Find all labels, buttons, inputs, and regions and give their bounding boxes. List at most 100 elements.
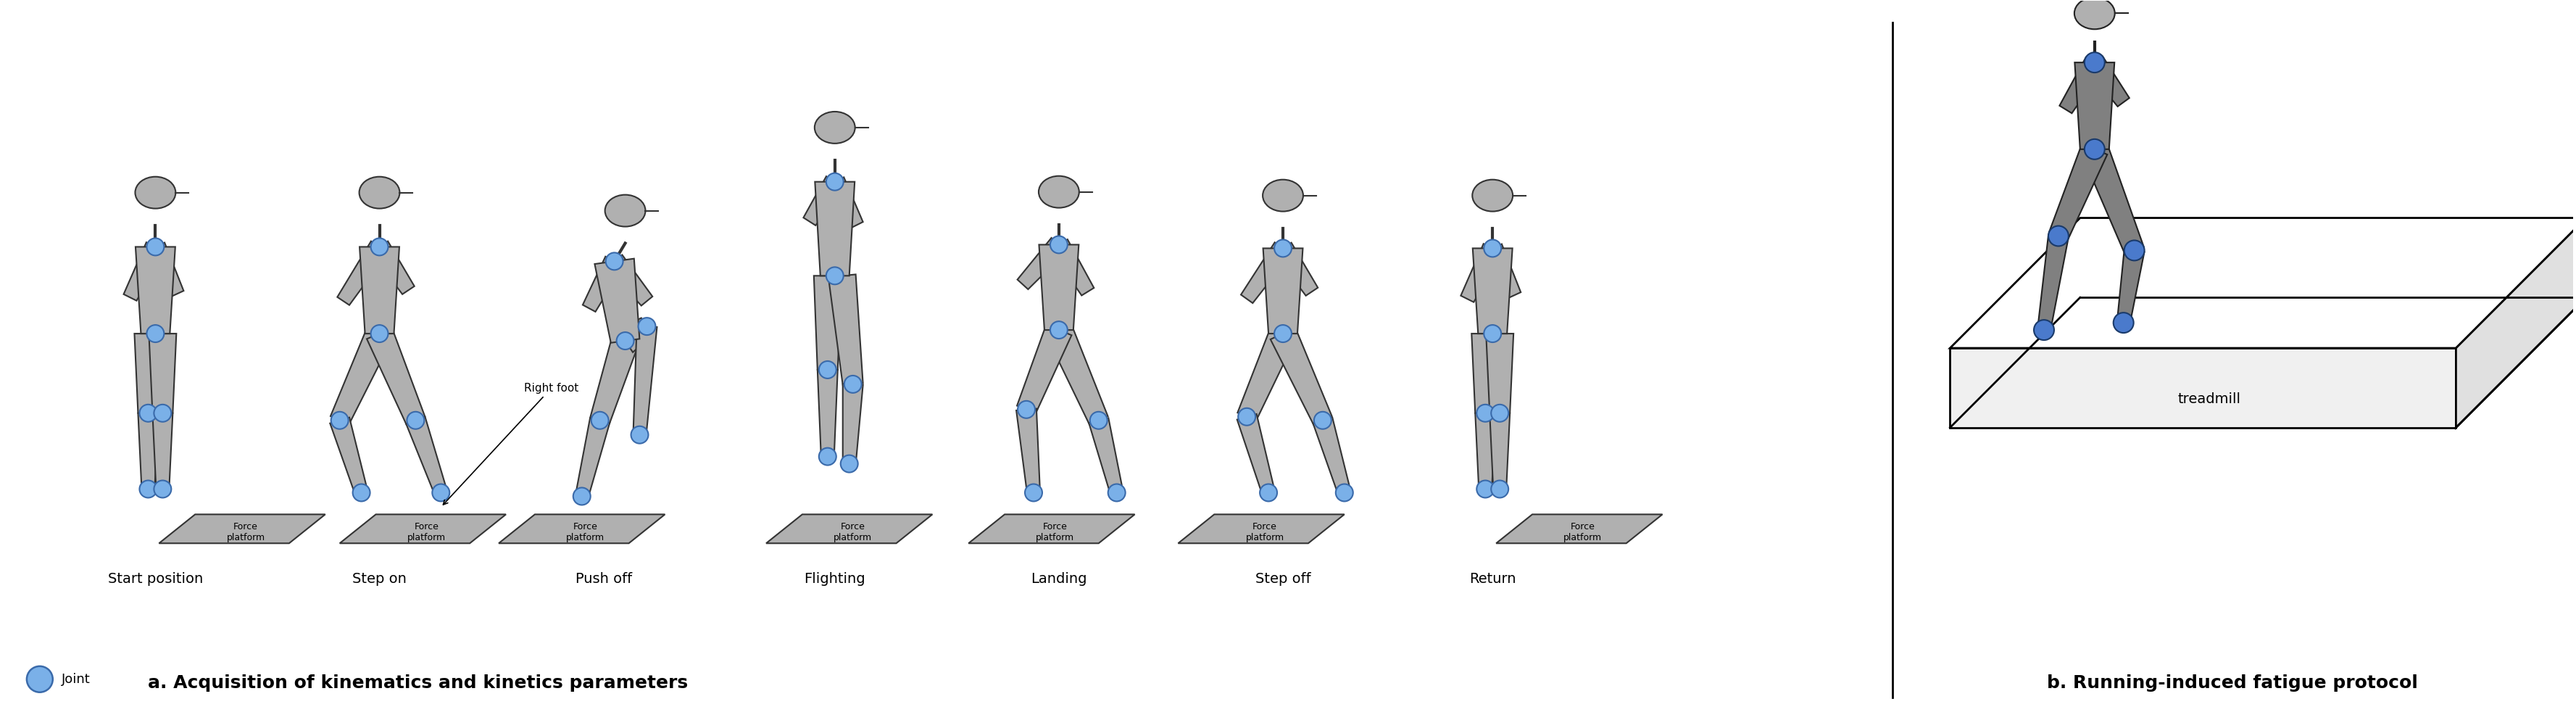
Polygon shape	[147, 243, 183, 297]
Polygon shape	[827, 274, 863, 385]
Circle shape	[147, 238, 165, 256]
Polygon shape	[330, 328, 392, 425]
Polygon shape	[134, 333, 162, 413]
Polygon shape	[361, 247, 399, 333]
Polygon shape	[371, 241, 415, 294]
Polygon shape	[1018, 325, 1072, 413]
Circle shape	[26, 666, 52, 692]
Text: Joint: Joint	[62, 672, 90, 685]
Circle shape	[139, 480, 157, 498]
Circle shape	[139, 405, 157, 422]
Polygon shape	[824, 177, 863, 228]
Circle shape	[1476, 480, 1494, 498]
Circle shape	[639, 318, 654, 335]
Text: Flighting: Flighting	[804, 572, 866, 586]
Polygon shape	[1236, 414, 1275, 495]
Polygon shape	[842, 384, 863, 464]
Ellipse shape	[1038, 176, 1079, 208]
Text: Landing: Landing	[1030, 572, 1087, 586]
Text: Start position: Start position	[108, 572, 204, 586]
Polygon shape	[2038, 235, 2069, 331]
Circle shape	[1484, 240, 1502, 257]
Polygon shape	[1236, 328, 1296, 420]
Polygon shape	[152, 413, 173, 489]
Circle shape	[616, 332, 634, 349]
Polygon shape	[337, 241, 389, 305]
Circle shape	[1051, 236, 1066, 253]
Polygon shape	[804, 176, 842, 225]
Polygon shape	[1486, 333, 1512, 413]
Polygon shape	[765, 514, 933, 544]
Circle shape	[819, 361, 837, 379]
Ellipse shape	[605, 195, 644, 227]
Polygon shape	[969, 514, 1133, 544]
Circle shape	[1484, 325, 1502, 342]
Polygon shape	[1950, 218, 2576, 348]
Polygon shape	[330, 418, 368, 495]
Text: a. Acquisition of kinematics and kinetics parameters: a. Acquisition of kinematics and kinetic…	[149, 674, 688, 691]
Polygon shape	[1090, 418, 1123, 494]
Text: treadmill: treadmill	[2177, 392, 2241, 406]
Polygon shape	[2087, 56, 2128, 107]
Text: Step on: Step on	[353, 572, 407, 586]
Ellipse shape	[1262, 179, 1303, 212]
Polygon shape	[500, 514, 665, 544]
Polygon shape	[366, 328, 425, 424]
Circle shape	[1108, 484, 1126, 501]
Circle shape	[1260, 484, 1278, 501]
Polygon shape	[124, 243, 165, 301]
Circle shape	[605, 253, 623, 270]
Text: Force
platform: Force platform	[407, 522, 446, 543]
Circle shape	[1239, 408, 1255, 426]
Polygon shape	[139, 413, 157, 489]
Polygon shape	[137, 247, 175, 333]
Ellipse shape	[2074, 0, 2115, 30]
Polygon shape	[1015, 409, 1041, 493]
Text: Force
platform: Force platform	[1244, 522, 1283, 543]
Circle shape	[353, 484, 371, 501]
Circle shape	[1025, 484, 1041, 501]
Polygon shape	[1051, 239, 1095, 295]
Circle shape	[840, 455, 858, 472]
Polygon shape	[2455, 218, 2576, 428]
Polygon shape	[1046, 325, 1108, 425]
Polygon shape	[1262, 248, 1303, 333]
Text: Right foot: Right foot	[443, 383, 580, 505]
Circle shape	[1334, 484, 1352, 501]
Polygon shape	[1270, 328, 1332, 425]
Polygon shape	[582, 256, 623, 312]
Circle shape	[1275, 240, 1291, 257]
Text: Push off: Push off	[574, 572, 631, 586]
Polygon shape	[618, 318, 652, 352]
Polygon shape	[595, 258, 639, 343]
Polygon shape	[407, 417, 446, 495]
Text: Step off: Step off	[1255, 572, 1311, 586]
Circle shape	[155, 480, 170, 498]
Polygon shape	[1497, 514, 1662, 544]
Polygon shape	[1473, 248, 1512, 333]
Polygon shape	[634, 325, 657, 436]
Circle shape	[845, 376, 860, 393]
Polygon shape	[1471, 333, 1499, 413]
Polygon shape	[605, 255, 652, 306]
Ellipse shape	[134, 176, 175, 209]
Circle shape	[1476, 405, 1494, 422]
Circle shape	[1275, 325, 1291, 342]
Text: Force
platform: Force platform	[1564, 522, 1602, 543]
Polygon shape	[2074, 63, 2115, 149]
Circle shape	[2123, 240, 2143, 261]
Polygon shape	[2058, 57, 2102, 113]
Circle shape	[407, 412, 425, 429]
Polygon shape	[817, 370, 837, 456]
Circle shape	[2084, 53, 2105, 73]
Circle shape	[1492, 405, 1507, 422]
Polygon shape	[1242, 243, 1291, 303]
Circle shape	[1314, 412, 1332, 429]
Text: Force
platform: Force platform	[1036, 522, 1074, 543]
Ellipse shape	[814, 112, 855, 143]
Circle shape	[827, 173, 842, 191]
Circle shape	[330, 412, 348, 429]
Circle shape	[147, 325, 165, 342]
Polygon shape	[1950, 348, 2455, 428]
Polygon shape	[1314, 418, 1350, 495]
